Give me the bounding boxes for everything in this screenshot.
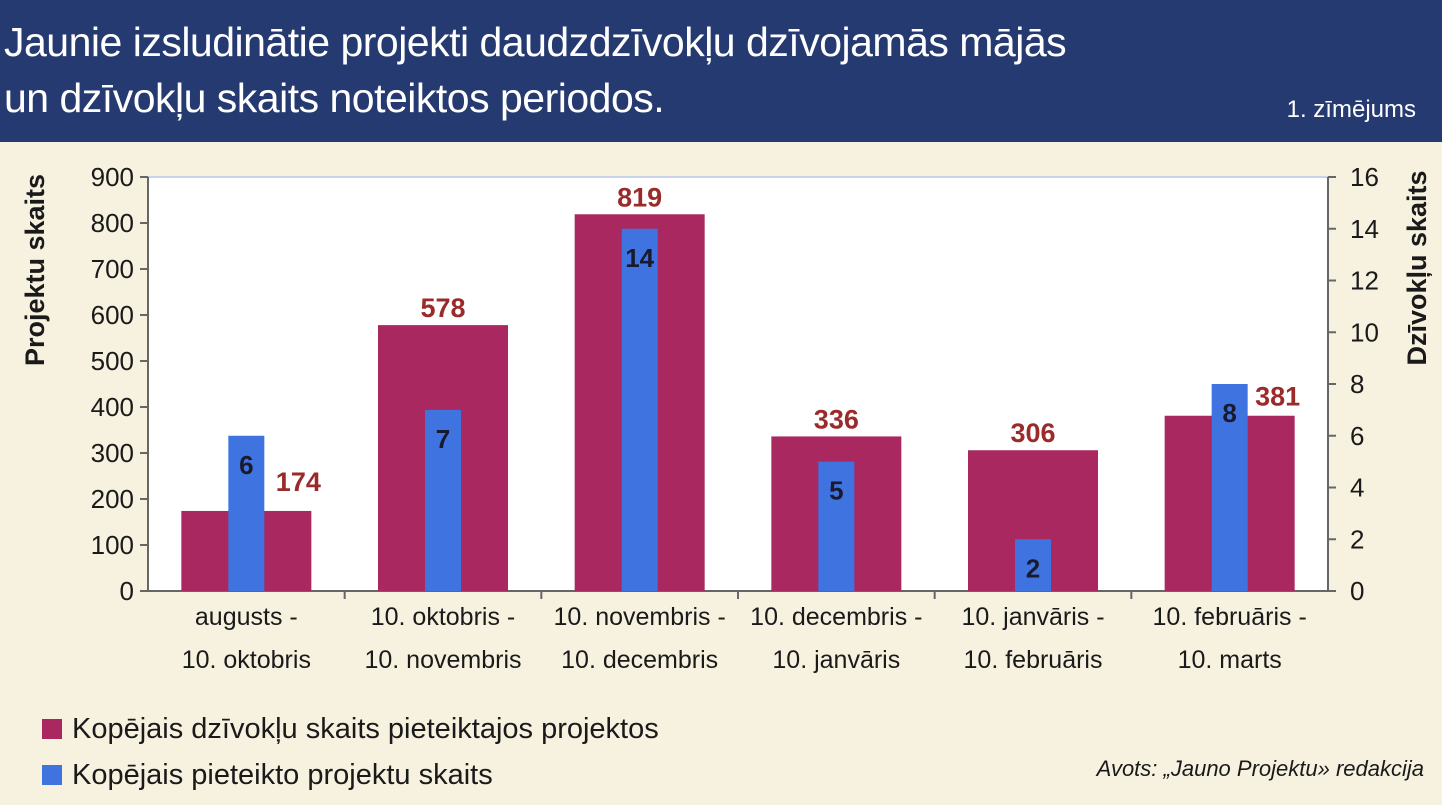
x-tick-label-line1: 10. decembris -	[750, 603, 922, 631]
data-label-apartments: 819	[617, 182, 662, 212]
figure-number: 1. zīmējums	[1286, 96, 1416, 123]
bar-chart: 0 100 200 300 400 500 600 700 800 900 0 2 4 6 8 10 12 14 1…	[20, 162, 1432, 674]
data-label-projects: 14	[625, 243, 654, 273]
left-tick-label: 900	[91, 162, 134, 192]
x-tick-label-line1: 10. oktobris -	[371, 603, 516, 631]
left-tick-label: 100	[91, 530, 134, 560]
right-tick-label: 4	[1350, 473, 1364, 503]
x-tick-label-line2: 10. februāris	[964, 646, 1103, 674]
data-label-apartments: 336	[814, 404, 859, 434]
data-label-apartments: 381	[1255, 382, 1300, 412]
chart-title: Jaunie izsludinātie projekti daudzdzīvok…	[4, 14, 1067, 126]
y-axis-title-left: Projektu skaits	[20, 174, 50, 366]
data-label-apartments: 578	[420, 293, 465, 323]
right-tick-label: 0	[1350, 576, 1364, 606]
x-tick-label-line1: 10. novembris -	[554, 603, 726, 631]
bar-projects	[818, 461, 855, 591]
x-tick-label-line1: 10. janvāris -	[961, 603, 1104, 631]
right-tick-label: 10	[1350, 317, 1379, 347]
right-tick-label: 6	[1350, 421, 1364, 451]
bar-projects	[425, 409, 461, 591]
data-label-projects: 8	[1222, 398, 1236, 428]
chart-title-line1: Jaunie izsludinātie projekti daudzdzīvok…	[4, 19, 1067, 65]
bar-projects	[228, 435, 265, 591]
right-tick-label: 14	[1350, 214, 1379, 244]
bar-projects	[621, 228, 658, 591]
data-label-projects: 5	[829, 476, 843, 506]
x-tick-label-line2: 10. marts	[1178, 646, 1282, 674]
x-tick-label-line1: 10. februāris -	[1153, 603, 1307, 631]
data-label-projects: 7	[436, 424, 450, 454]
right-tick-label: 2	[1350, 524, 1364, 554]
y-axis-title-right: Dzīvokļu skaits	[1402, 170, 1432, 365]
data-label-projects: 6	[239, 450, 253, 480]
source-note: Avots: „Jauno Projektu» redakcija	[1096, 756, 1424, 781]
legend-swatch-apartments	[42, 719, 62, 739]
left-tick-label: 400	[91, 392, 134, 422]
left-tick-label: 800	[91, 208, 134, 238]
left-tick-label: 500	[91, 346, 134, 376]
left-tick-label: 200	[91, 484, 134, 514]
chart-title-line2: un dzīvokļu skaits noteiktos periodos.	[4, 75, 665, 121]
x-tick-label-line2: 10. decembris	[561, 646, 718, 674]
x-tick-label-line1: augusts -	[195, 603, 298, 631]
bar-projects	[1015, 539, 1051, 591]
right-tick-label: 8	[1350, 369, 1364, 399]
left-tick-label: 700	[91, 254, 134, 284]
x-tick-label-line2: 10. novembris	[364, 646, 521, 674]
x-tick-label-line2: 10. janvāris	[772, 646, 900, 674]
legend-item-apartments: Kopējais dzīvokļu skaits pieteiktajos pr…	[42, 706, 659, 752]
legend-label-projects: Kopējais pieteikto projektu skaits	[72, 758, 493, 791]
x-tick-label-line2: 10. oktobris	[182, 646, 311, 674]
left-tick-label: 0	[120, 576, 134, 606]
header-banner: Jaunie izsludinātie projekti daudzdzīvok…	[0, 0, 1442, 142]
data-label-projects: 2	[1026, 553, 1040, 583]
plot-area	[148, 177, 1328, 591]
bar-projects	[1211, 384, 1248, 591]
left-tick-label: 600	[91, 300, 134, 330]
data-label-apartments: 174	[276, 467, 321, 497]
left-tick-label: 300	[91, 438, 134, 468]
right-tick-label: 12	[1350, 266, 1379, 296]
legend: Kopējais dzīvokļu skaits pieteiktajos pr…	[42, 706, 659, 798]
legend-swatch-projects	[42, 765, 62, 785]
legend-item-projects: Kopējais pieteikto projektu skaits	[42, 752, 659, 798]
right-tick-label: 16	[1350, 162, 1379, 192]
data-label-apartments: 306	[1010, 418, 1055, 448]
legend-label-apartments: Kopējais dzīvokļu skaits pieteiktajos pr…	[72, 712, 659, 745]
